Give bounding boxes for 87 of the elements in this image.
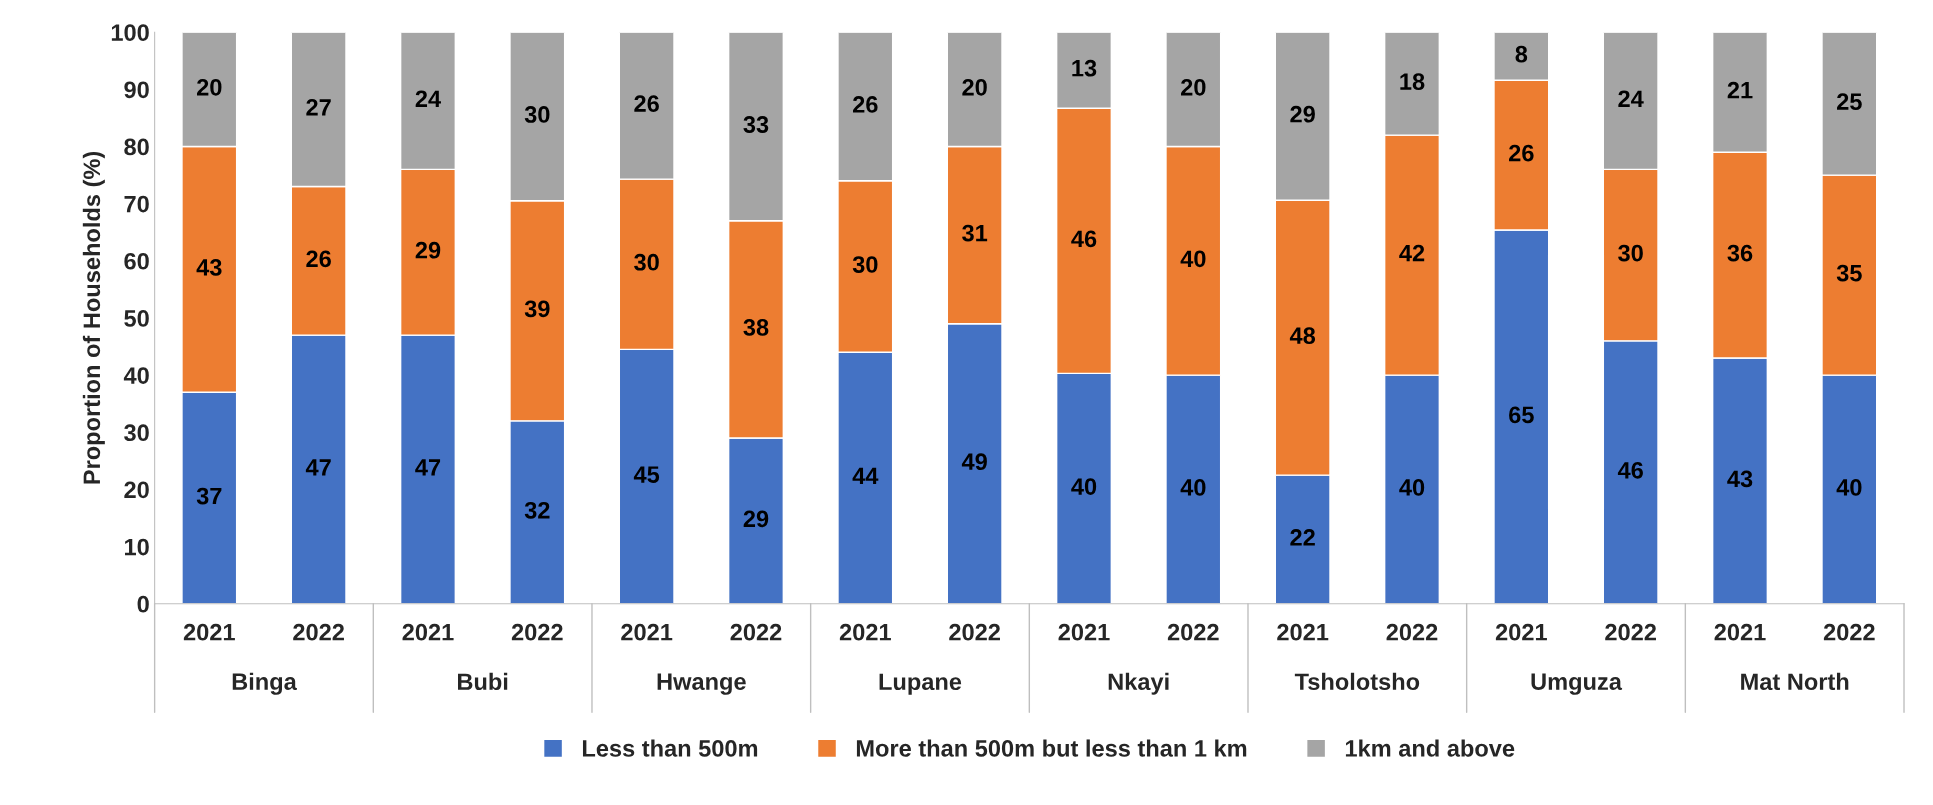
data-label: 37 xyxy=(196,487,222,505)
x-tick-label: 2022 xyxy=(1823,623,1875,641)
data-label: 24 xyxy=(415,90,441,107)
text: Hwange xyxy=(657,673,746,695)
y-axis-title: Proportion of Households (%) xyxy=(82,151,105,484)
data-label: 39 xyxy=(524,300,550,318)
data-label: 30 xyxy=(1618,244,1643,262)
y-tick-label: 70 xyxy=(124,195,149,213)
text: Binga xyxy=(232,672,297,695)
data-label: 21 xyxy=(1727,81,1753,99)
data-label: 42 xyxy=(1399,244,1425,262)
data-label: 18 xyxy=(1400,73,1425,90)
data-label: 33 xyxy=(743,116,769,133)
data-label: 65 xyxy=(1509,406,1534,424)
y-tick-label: 0 xyxy=(137,595,149,613)
data-label: 20 xyxy=(962,78,987,96)
legend-label: More than 500m but less than 1 km xyxy=(856,739,1247,757)
data-label: 43 xyxy=(196,259,222,276)
x-tick-label: 2022 xyxy=(1605,623,1656,641)
text: Mat North xyxy=(1741,672,1849,691)
text: Nkayi xyxy=(1108,672,1169,695)
x-tick-label: 2021 xyxy=(621,623,673,641)
text: Tsholotsho xyxy=(1294,672,1420,691)
data-label: 25 xyxy=(1837,93,1862,110)
x-tick-label: 2022 xyxy=(949,623,1000,641)
data-label: 26 xyxy=(634,95,659,112)
data-label: 35 xyxy=(1836,264,1862,282)
data-label: 29 xyxy=(1290,105,1315,123)
data-label: 8 xyxy=(1515,45,1528,63)
x-tick-label: 2022 xyxy=(511,623,563,641)
x-tick-label: 2021 xyxy=(1714,623,1766,641)
data-label: 40 xyxy=(1399,479,1425,496)
data-label: 13 xyxy=(1072,59,1097,77)
y-tick-label: 90 xyxy=(124,81,149,99)
data-label: 31 xyxy=(962,224,988,242)
data-label: 47 xyxy=(305,459,331,476)
data-label: 29 xyxy=(743,510,769,528)
text: Bubi xyxy=(458,672,508,691)
data-label: 40 xyxy=(1071,478,1097,495)
text: Lupane xyxy=(879,673,962,695)
data-label: 26 xyxy=(1509,144,1534,162)
data-label: 20 xyxy=(197,78,222,96)
data-label: 30 xyxy=(524,106,550,123)
data-label: 46 xyxy=(1071,230,1097,248)
y-tick-label: 40 xyxy=(123,367,149,384)
x-tick-label: 2022 xyxy=(1386,623,1438,641)
text: Umguza xyxy=(1531,673,1623,695)
data-label: 38 xyxy=(743,319,769,336)
data-label: 20 xyxy=(1181,78,1206,96)
x-tick-label: 2021 xyxy=(1495,623,1547,641)
data-label: 48 xyxy=(1289,327,1316,345)
data-label: 46 xyxy=(1617,461,1643,479)
x-tick-label: 2021 xyxy=(1277,623,1329,641)
data-label: 47 xyxy=(415,459,441,476)
legend-label: 1km and above xyxy=(1345,739,1515,757)
x-tick-label: 2021 xyxy=(402,623,454,641)
data-label: 30 xyxy=(852,256,878,273)
x-tick-label: 2021 xyxy=(1058,623,1110,641)
data-label: 32 xyxy=(524,501,550,519)
y-tick-label: 20 xyxy=(124,481,149,499)
data-label: 40 xyxy=(1180,479,1206,496)
x-tick-label: 2022 xyxy=(730,623,782,641)
data-label: 36 xyxy=(1727,244,1753,262)
legend-label: Less than 500m xyxy=(582,739,758,757)
data-label: 30 xyxy=(634,253,659,271)
y-tick-label: 30 xyxy=(124,424,149,442)
data-label: 40 xyxy=(1836,479,1862,496)
data-label: 43 xyxy=(1727,470,1753,488)
data-label: 26 xyxy=(853,96,878,113)
data-label: 22 xyxy=(1290,529,1315,546)
data-label: 45 xyxy=(633,466,660,483)
y-tick-label: 80 xyxy=(124,138,149,156)
data-label: 27 xyxy=(306,98,331,116)
x-tick-label: 2022 xyxy=(293,623,344,641)
data-label: 49 xyxy=(961,453,987,471)
data-label: 29 xyxy=(415,241,441,259)
data-label: 44 xyxy=(852,467,879,485)
y-tick-label: 100 xyxy=(111,24,149,41)
y-tick-label: 10 xyxy=(125,538,149,556)
x-tick-label: 2021 xyxy=(183,623,235,641)
data-label: 40 xyxy=(1180,250,1206,268)
data-label: 24 xyxy=(1618,90,1644,107)
y-tick-label: 60 xyxy=(124,252,149,270)
y-tick-label: 50 xyxy=(124,310,149,327)
x-tick-label: 2021 xyxy=(839,623,891,641)
data-label: 26 xyxy=(306,250,331,268)
x-tick-label: 2022 xyxy=(1167,623,1219,641)
